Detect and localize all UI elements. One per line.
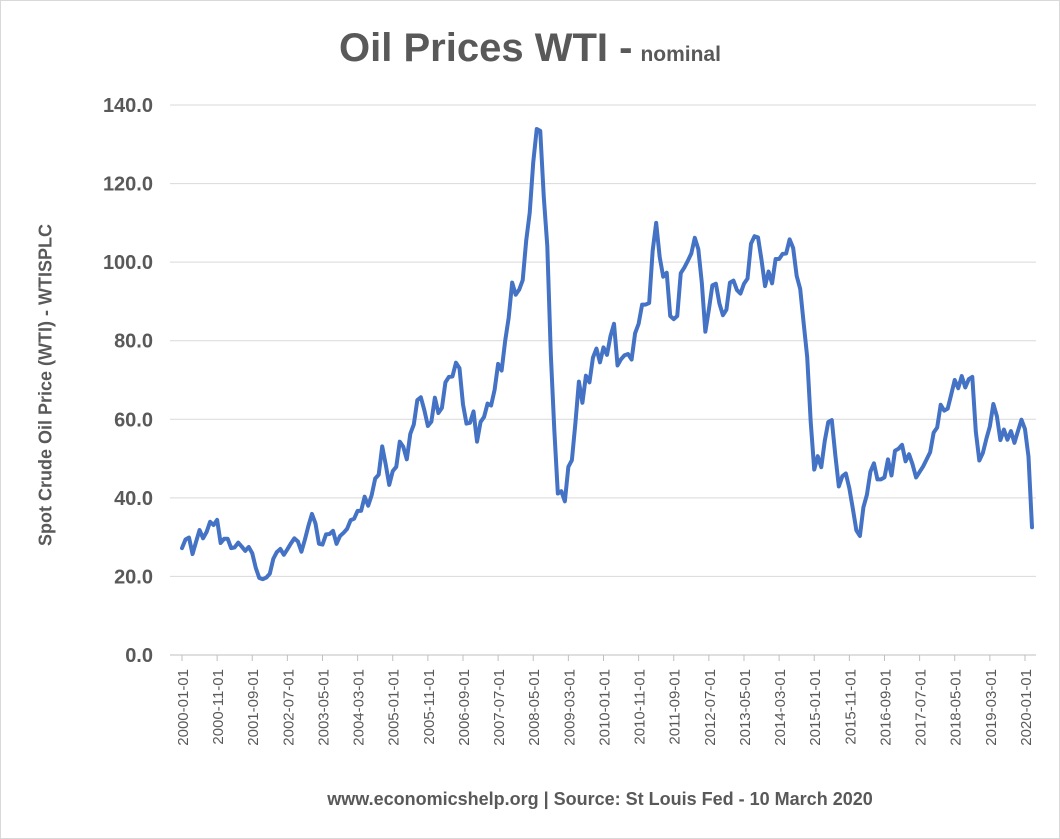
x-tick-label: 2007-07-01 [491, 669, 508, 746]
x-tick-label: 2020-01-01 [1018, 669, 1035, 746]
x-tick-label: 2006-09-01 [456, 669, 473, 746]
x-tick-label: 2005-01-01 [386, 669, 403, 746]
y-tick-label: 120.0 [103, 174, 153, 196]
y-tick-label: 20.0 [114, 566, 153, 588]
x-tick-label: 2001-09-01 [245, 669, 262, 746]
y-axis-label: Spot Crude Oil Price (WTI) - WTISPLC [35, 224, 56, 546]
x-tick-label: 2009-03-01 [561, 669, 578, 746]
x-tick-label: 2014-03-01 [772, 669, 789, 746]
x-tick-label: 2015-11-01 [842, 669, 859, 745]
x-tick-label: 2011-09-01 [667, 669, 684, 745]
y-tick-label: 0.0 [125, 645, 153, 667]
y-tick-label: 80.0 [114, 331, 153, 353]
x-tick-label: 2004-03-01 [351, 669, 368, 746]
x-tick-label: 2016-09-01 [877, 669, 894, 746]
x-axis-ticks: 2000-01-01 2000-11-01 2001-09-01 2002-07-01… [175, 655, 1035, 746]
x-tick-label: 2010-01-01 [596, 669, 613, 746]
y-tick-label: 40.0 [114, 488, 153, 510]
x-tick-label: 2012-07-01 [702, 669, 719, 746]
x-tick-label: 2000-11-01 [210, 669, 227, 745]
x-tick-label: 2010-11-01 [632, 669, 649, 745]
x-tick-label: 2005-11-01 [421, 669, 438, 745]
x-tick-label: 2018-05-01 [948, 669, 965, 746]
x-tick-label: 2019-03-01 [983, 669, 1000, 746]
y-tick-label: 100.0 [103, 252, 153, 274]
chart-title-main: Oil Prices WTI - [339, 26, 633, 70]
gridlines [170, 104, 1036, 577]
x-tick-label: 2008-05-01 [526, 669, 543, 746]
series-line-wtisplc [180, 126, 1034, 582]
chart-title: Oil Prices WTI - nominal [0, 26, 1060, 71]
y-axis-ticks: 0.0 20.0 40.0 60.0 80.0 100.0 120.0 140.0 [103, 95, 153, 667]
x-tick-label: 2017-07-01 [913, 669, 930, 746]
y-tick-label: 140.0 [103, 95, 153, 117]
x-tick-label: 2000-01-01 [175, 669, 192, 746]
series-layer [180, 126, 1034, 582]
x-tick-label: 2013-05-01 [737, 669, 754, 746]
y-tick-label: 60.0 [114, 409, 153, 431]
source-note: www.economicshelp.org | Source: St Louis… [327, 789, 873, 809]
chart-subtitle: nominal [640, 43, 721, 66]
x-tick-label: 2002-07-01 [280, 669, 297, 746]
x-tick-label: 2003-05-01 [315, 669, 332, 746]
x-tick-label: 2015-01-01 [807, 669, 824, 746]
